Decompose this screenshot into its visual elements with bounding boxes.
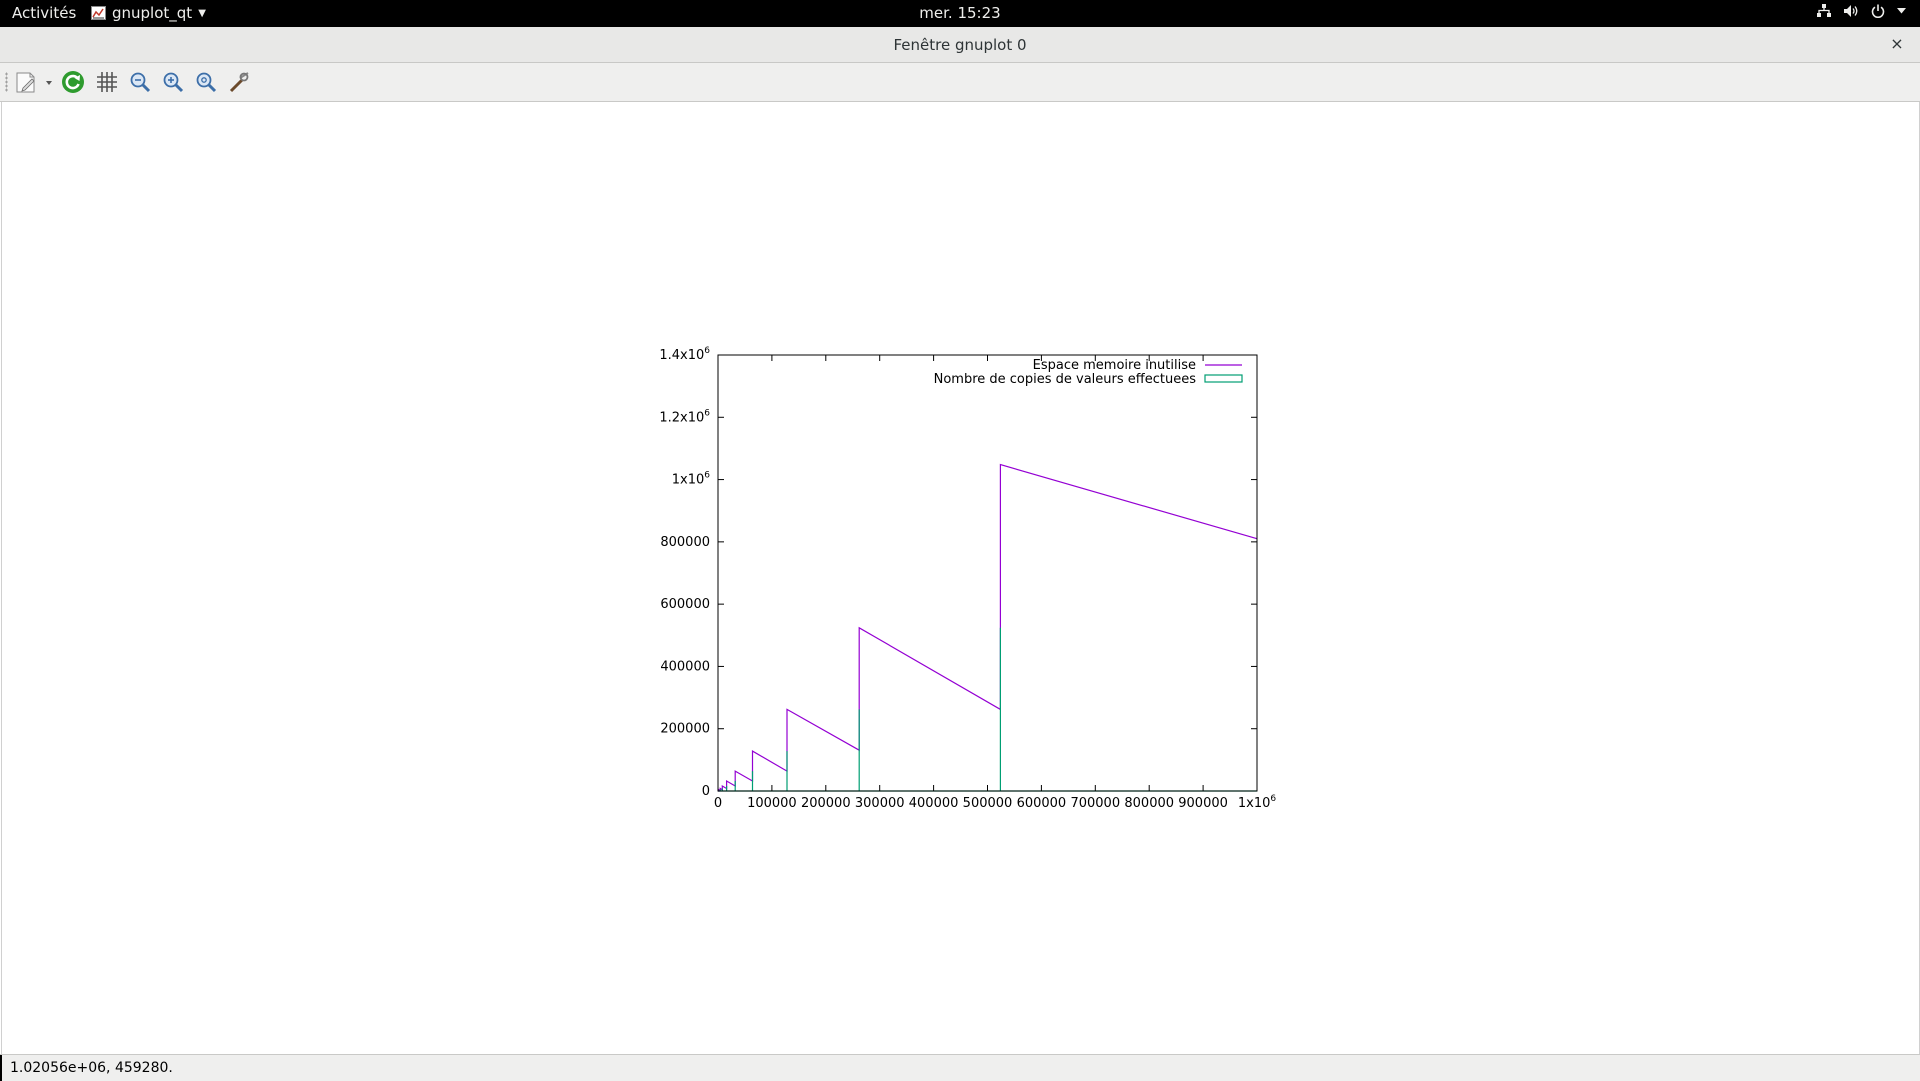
- autoscale-button[interactable]: [192, 69, 220, 95]
- grid-button[interactable]: [93, 69, 121, 95]
- legend-label-2: Nombre de copies de valeurs effectuees: [934, 372, 1197, 387]
- y-tick-label-exponent: 6: [704, 346, 710, 356]
- settings-button[interactable]: [225, 69, 253, 95]
- replot-button[interactable]: [59, 69, 87, 95]
- replot-icon: [62, 71, 84, 93]
- autoscale-icon: [196, 72, 217, 93]
- x-tick-label: 500000: [963, 796, 1013, 811]
- x-tick-label-text: 200000: [801, 796, 851, 811]
- export-icon: [16, 72, 52, 93]
- y-tick-label-text: 400000: [660, 659, 710, 674]
- y-tick-label: 1.2x106: [659, 408, 710, 425]
- y-tick-label-exponent: 6: [704, 408, 710, 418]
- chart[interactable]: 0 100000 200000 300000 400000 500000 600000 700…: [2, 102, 1919, 1054]
- network-icon: [1817, 4, 1831, 17]
- mouse-coordinates: 1.02056e+06, 459280.: [10, 1060, 173, 1076]
- x-tick-label: 600000: [1017, 796, 1067, 811]
- y-tick-label: 1x106: [672, 471, 711, 488]
- y-tick-label-text: 800000: [660, 535, 710, 550]
- toolbar: [0, 63, 1920, 102]
- series-line-1: [718, 463, 1258, 792]
- chevron-down-icon: [1897, 8, 1906, 14]
- zoom-next-button[interactable]: [159, 69, 187, 95]
- window-title: Fenêtre gnuplot 0: [893, 36, 1027, 54]
- activities-button[interactable]: Activités: [12, 4, 77, 22]
- x-tick-label: 1x106: [1238, 794, 1277, 811]
- settings-icon: [229, 72, 249, 93]
- x-tick-label: 700000: [1070, 796, 1120, 811]
- y-tick-label-text: 1.4x10: [659, 348, 704, 363]
- zoom-next-icon: [163, 72, 184, 93]
- y-tick-label-text: 1.2x10: [659, 410, 704, 425]
- window-titlebar: Fenêtre gnuplot 0 ×: [0, 27, 1920, 63]
- app-menu-label: gnuplot_qt: [112, 4, 193, 22]
- x-tick-label-text: 700000: [1070, 796, 1120, 811]
- y-tick-label-text: 0: [702, 784, 710, 799]
- x-tick-label: 0: [714, 796, 722, 811]
- toolbar-grip[interactable]: [5, 72, 8, 92]
- y-tick-label-text: 1x10: [672, 473, 705, 488]
- y-tick-label: 600000: [660, 597, 710, 612]
- x-tick-label-text: 800000: [1124, 796, 1174, 811]
- legend-label-1: Espace memoire inutilise: [1033, 358, 1196, 373]
- x-tick-label: 400000: [909, 796, 959, 811]
- y-tick-label-text: 600000: [660, 597, 710, 612]
- x-tick-label-text: 900000: [1178, 796, 1228, 811]
- x-tick-label: 100000: [747, 796, 797, 811]
- x-tick-label-text: 400000: [909, 796, 959, 811]
- system-menu[interactable]: [1817, 4, 1906, 18]
- y-tick-label: 400000: [660, 659, 710, 674]
- top-bar: Activités gnuplot_qt ▼ mer. 15:23: [0, 0, 1920, 27]
- export-button[interactable]: [12, 69, 56, 95]
- plot-canvas[interactable]: 0 100000 200000 300000 400000 500000 600000 700…: [1, 102, 1920, 1054]
- x-tick-label-text: 500000: [963, 796, 1013, 811]
- x-tick-label: 300000: [855, 796, 905, 811]
- x-tick-label-text: 1x10: [1238, 796, 1271, 811]
- x-tick-label-text: 100000: [747, 796, 797, 811]
- app-menu[interactable]: gnuplot_qt ▼: [91, 4, 206, 22]
- x-tick-label: 800000: [1124, 796, 1174, 811]
- power-icon: [1871, 4, 1885, 18]
- series-line-2: [718, 627, 1257, 792]
- status-bar-marker: [0, 1055, 2, 1081]
- x-tick-label-exponent: 6: [1270, 794, 1276, 804]
- zoom-previous-icon: [130, 72, 151, 93]
- x-tick-label-text: 0: [714, 796, 722, 811]
- gnuplot-app-icon: [91, 6, 106, 20]
- close-window-button[interactable]: ×: [1890, 34, 1904, 53]
- y-tick-label-text: 200000: [660, 722, 710, 737]
- x-tick-label-text: 600000: [1017, 796, 1067, 811]
- status-bar: 1.02056e+06, 459280.: [0, 1054, 1920, 1081]
- y-tick-label: 800000: [660, 535, 710, 550]
- x-tick-label: 200000: [801, 796, 851, 811]
- y-tick-label: 200000: [660, 722, 710, 737]
- plot-border: [717, 354, 1258, 792]
- zoom-previous-button[interactable]: [126, 69, 154, 95]
- chevron-down-icon: ▼: [198, 7, 206, 19]
- y-tick-label: 1.4x106: [659, 346, 710, 363]
- x-tick-label-text: 300000: [855, 796, 905, 811]
- volume-icon: [1844, 5, 1858, 17]
- grid-icon: [97, 72, 117, 92]
- y-tick-label-exponent: 6: [704, 471, 710, 481]
- y-tick-label: 0: [702, 784, 710, 799]
- legend-key-2: [1204, 374, 1243, 383]
- clock[interactable]: mer. 15:23: [919, 4, 1001, 22]
- x-tick-label: 900000: [1178, 796, 1228, 811]
